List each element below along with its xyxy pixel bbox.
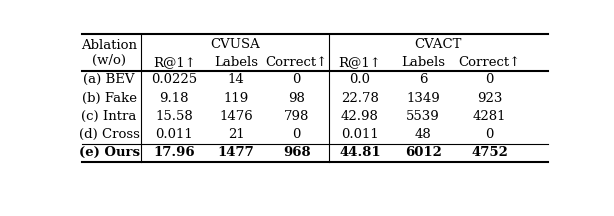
Text: 6012: 6012 [405, 146, 441, 159]
Text: 14: 14 [228, 73, 244, 86]
Text: 1477: 1477 [218, 146, 255, 159]
Text: 1476: 1476 [219, 110, 253, 123]
Text: Correct↑: Correct↑ [265, 56, 328, 69]
Text: 0.011: 0.011 [341, 128, 379, 141]
Text: 4752: 4752 [472, 146, 508, 159]
Text: (e) Ours: (e) Ours [79, 146, 139, 159]
Text: 5539: 5539 [406, 110, 440, 123]
Text: 98: 98 [288, 92, 305, 105]
Text: (d) Cross: (d) Cross [79, 128, 139, 141]
Text: Labels: Labels [401, 56, 445, 69]
Text: 0.0: 0.0 [349, 73, 370, 86]
Text: Ablation
(w/o): Ablation (w/o) [81, 39, 137, 67]
Text: R@1↑: R@1↑ [338, 56, 381, 69]
Text: 968: 968 [283, 146, 311, 159]
Text: 923: 923 [477, 92, 502, 105]
Text: R@1↑: R@1↑ [153, 56, 196, 69]
Text: 44.81: 44.81 [339, 146, 381, 159]
Text: Labels: Labels [214, 56, 258, 69]
Text: CVUSA: CVUSA [210, 38, 260, 51]
Text: 0.0225: 0.0225 [151, 73, 197, 86]
Text: 0: 0 [486, 128, 494, 141]
Text: 21: 21 [228, 128, 244, 141]
Text: (c) Intra: (c) Intra [82, 110, 137, 123]
Text: 0.011: 0.011 [155, 128, 193, 141]
Text: 9.18: 9.18 [160, 92, 189, 105]
Text: 0: 0 [486, 73, 494, 86]
Text: 48: 48 [415, 128, 432, 141]
Text: 22.78: 22.78 [341, 92, 379, 105]
Text: CVACT: CVACT [414, 38, 462, 51]
Text: 15.58: 15.58 [155, 110, 193, 123]
Text: 0: 0 [292, 128, 301, 141]
Text: Correct↑: Correct↑ [459, 56, 521, 69]
Text: (b) Fake: (b) Fake [82, 92, 136, 105]
Text: 119: 119 [223, 92, 249, 105]
Text: 42.98: 42.98 [341, 110, 379, 123]
Text: 1349: 1349 [406, 92, 440, 105]
Text: 0: 0 [292, 73, 301, 86]
Text: 798: 798 [284, 110, 309, 123]
Text: 6: 6 [419, 73, 427, 86]
Text: (a) BEV: (a) BEV [84, 73, 135, 86]
Text: 17.96: 17.96 [154, 146, 195, 159]
Text: 4281: 4281 [473, 110, 507, 123]
